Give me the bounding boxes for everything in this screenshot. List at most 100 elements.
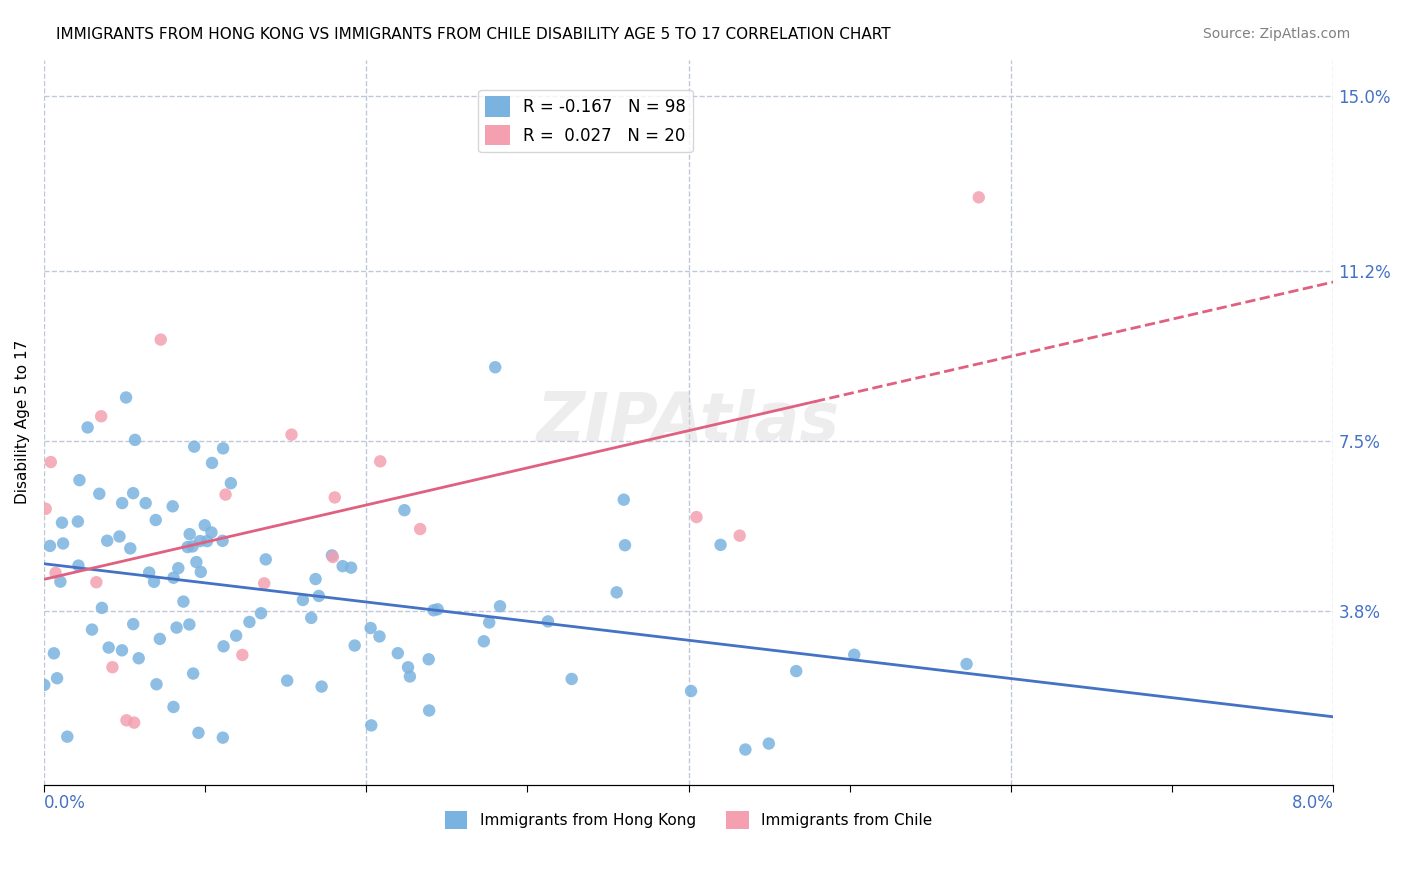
Point — [122, 617, 145, 632]
Point — [49, 574, 72, 589]
Point — [115, 714, 138, 728]
Point — [967, 190, 990, 204]
Point — [172, 594, 194, 608]
Point — [304, 572, 326, 586]
Point — [181, 540, 204, 554]
Point — [211, 533, 233, 548]
Point — [360, 621, 382, 635]
Point — [39, 455, 62, 469]
Point — [472, 634, 495, 648]
Point — [709, 538, 731, 552]
Point — [299, 611, 322, 625]
Point — [143, 574, 166, 589]
Point — [97, 640, 120, 655]
Point — [308, 589, 330, 603]
Point — [162, 500, 184, 514]
Text: 8.0%: 8.0% — [1292, 794, 1333, 812]
Point — [120, 541, 142, 556]
Text: Source: ZipAtlas.com: Source: ZipAtlas.com — [1202, 27, 1350, 41]
Point — [311, 680, 333, 694]
Point — [681, 684, 703, 698]
Point — [135, 496, 157, 510]
Point — [399, 669, 422, 683]
Legend: Immigrants from Hong Kong, Immigrants from Chile: Immigrants from Hong Kong, Immigrants fr… — [439, 805, 939, 836]
Point — [149, 333, 172, 347]
Point — [66, 515, 89, 529]
Point — [225, 629, 247, 643]
Point — [166, 621, 188, 635]
Point — [86, 575, 108, 590]
Y-axis label: Disability Age 5 to 17: Disability Age 5 to 17 — [15, 340, 30, 505]
Point — [685, 510, 707, 524]
Point — [111, 496, 134, 510]
Point — [387, 646, 409, 660]
Point — [69, 473, 91, 487]
Point — [138, 566, 160, 580]
Point — [254, 552, 277, 566]
Point — [183, 440, 205, 454]
Point — [484, 360, 506, 375]
Point — [343, 639, 366, 653]
Point — [418, 652, 440, 666]
Point — [149, 632, 172, 646]
Point — [231, 648, 253, 662]
Point — [409, 522, 432, 536]
Point — [212, 640, 235, 654]
Point — [276, 673, 298, 688]
Point — [42, 646, 65, 660]
Point — [291, 593, 314, 607]
Point — [46, 671, 69, 685]
Point — [426, 602, 449, 616]
Point — [211, 731, 233, 745]
Point — [394, 503, 416, 517]
Point — [332, 559, 354, 574]
Point — [844, 648, 866, 662]
Point — [56, 730, 79, 744]
Point — [785, 664, 807, 678]
Text: 0.0%: 0.0% — [44, 794, 86, 812]
Point — [253, 576, 276, 591]
Point — [478, 615, 501, 630]
Point — [194, 518, 217, 533]
Point — [101, 660, 124, 674]
Point — [238, 615, 260, 629]
Point — [955, 657, 977, 671]
Point — [422, 603, 444, 617]
Point — [323, 491, 346, 505]
Text: ZIPAtlas: ZIPAtlas — [537, 389, 841, 455]
Point — [128, 651, 150, 665]
Point — [187, 726, 209, 740]
Point — [67, 558, 90, 573]
Point — [188, 534, 211, 549]
Point — [176, 540, 198, 554]
Point — [45, 566, 67, 580]
Point — [360, 718, 382, 732]
Point — [162, 700, 184, 714]
Point — [606, 585, 628, 599]
Point — [115, 391, 138, 405]
Point — [321, 549, 343, 563]
Point — [111, 643, 134, 657]
Point — [250, 606, 273, 620]
Point — [39, 539, 62, 553]
Point — [201, 456, 224, 470]
Point — [614, 538, 637, 552]
Point — [108, 529, 131, 543]
Point — [51, 516, 73, 530]
Point — [35, 501, 58, 516]
Point — [396, 660, 419, 674]
Point — [322, 549, 344, 564]
Point — [181, 666, 204, 681]
Point — [32, 678, 55, 692]
Point — [489, 599, 512, 614]
Point — [200, 525, 222, 540]
Text: IMMIGRANTS FROM HONG KONG VS IMMIGRANTS FROM CHILE DISABILITY AGE 5 TO 17 CORREL: IMMIGRANTS FROM HONG KONG VS IMMIGRANTS … — [56, 27, 891, 42]
Point — [758, 737, 780, 751]
Point — [90, 600, 112, 615]
Point — [368, 630, 391, 644]
Point — [89, 487, 111, 501]
Point — [124, 433, 146, 447]
Point — [76, 420, 98, 434]
Point — [561, 672, 583, 686]
Point — [122, 486, 145, 500]
